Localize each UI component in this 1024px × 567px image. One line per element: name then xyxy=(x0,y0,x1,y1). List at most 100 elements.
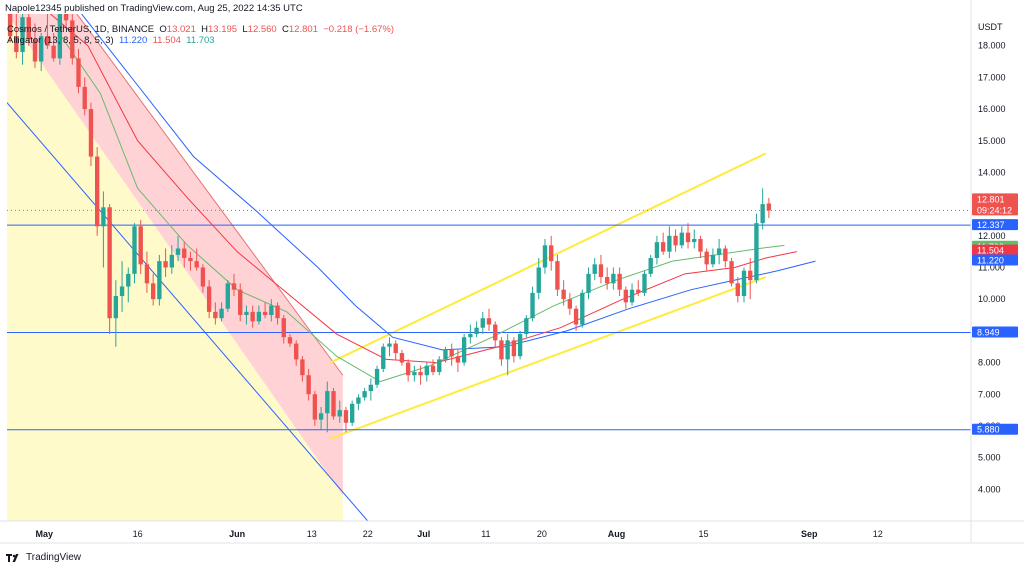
candle xyxy=(449,343,454,366)
candle-body xyxy=(238,289,243,316)
brand-name: TradingView xyxy=(26,552,82,563)
candle-body xyxy=(437,359,442,373)
candle-body xyxy=(629,289,635,303)
price-badge-bg xyxy=(972,254,1018,266)
candle xyxy=(673,229,678,252)
candle xyxy=(748,257,753,300)
time-axis-tick-label: Sep xyxy=(801,529,818,539)
candle xyxy=(45,14,50,49)
candle-body xyxy=(667,235,672,252)
candle xyxy=(113,280,119,347)
candle-body xyxy=(405,362,411,376)
candle-body xyxy=(368,384,374,392)
candle-body xyxy=(430,365,436,373)
candle-body xyxy=(88,109,94,157)
ohlc-close-value: 12.801 xyxy=(288,24,318,35)
candle xyxy=(225,280,230,312)
descending-channel-lower-line xyxy=(7,102,369,521)
candle xyxy=(163,248,168,278)
candle-body xyxy=(337,410,342,417)
candle xyxy=(598,254,604,284)
candle-body xyxy=(325,391,330,414)
candle xyxy=(368,378,374,401)
candle xyxy=(636,280,641,297)
candle-body xyxy=(424,365,429,376)
price-badge-text: 11.504 xyxy=(977,246,1004,256)
candle xyxy=(157,254,162,306)
candle xyxy=(754,213,759,284)
price-axis-tick-label: 10.000 xyxy=(978,294,1006,304)
candle-body xyxy=(555,261,560,290)
candle-body xyxy=(244,311,249,316)
candle-body xyxy=(70,20,75,59)
candle xyxy=(294,340,299,366)
candle xyxy=(337,400,342,423)
level-badge-bg xyxy=(972,423,1018,435)
candle xyxy=(144,251,150,293)
candle xyxy=(586,267,591,300)
candle xyxy=(213,302,218,325)
time-axis-tick-label: Jul xyxy=(417,529,430,539)
candle-body xyxy=(517,334,523,357)
candle xyxy=(287,334,293,347)
price-badge: 11.220 xyxy=(972,254,1018,266)
candle xyxy=(256,305,262,325)
candle xyxy=(617,267,622,297)
candle xyxy=(362,387,367,401)
candle xyxy=(437,356,442,376)
candle-body xyxy=(685,232,691,243)
candle-body xyxy=(269,305,274,316)
candle xyxy=(549,235,554,271)
footer-brand[interactable]: TradingView xyxy=(6,552,81,563)
alligator-label[interactable]: Alligator (13, 8, 5, 8, 5, 3) xyxy=(7,35,114,46)
candle xyxy=(194,248,199,271)
candle xyxy=(592,257,597,281)
price-axis-tick-label: 17.000 xyxy=(978,72,1006,82)
candle xyxy=(82,77,87,116)
candle xyxy=(604,267,610,290)
candle xyxy=(126,267,131,303)
candle-body xyxy=(673,235,678,246)
candle-body xyxy=(692,238,697,243)
candle xyxy=(424,362,429,382)
candle xyxy=(418,365,423,385)
candle xyxy=(530,286,535,322)
candle-body xyxy=(592,264,597,274)
candle-body xyxy=(275,305,280,319)
candle xyxy=(698,235,703,258)
price-axis-tick-label: 5.000 xyxy=(978,453,1001,463)
candle-body xyxy=(393,343,398,354)
candle xyxy=(461,334,467,366)
candle xyxy=(356,394,361,411)
candle xyxy=(281,315,286,344)
candle-body xyxy=(412,372,417,376)
candle xyxy=(175,235,181,262)
candle-body xyxy=(262,311,268,316)
candle xyxy=(455,349,461,373)
candle xyxy=(729,257,734,287)
symbol-name[interactable]: Cosmos / TetherUS, 1D, BINANCE xyxy=(7,24,155,35)
time-axis-tick-label: 11 xyxy=(481,529,490,539)
candle-body xyxy=(542,245,548,268)
price-badge-countdown: 09:24:12 xyxy=(977,205,1012,215)
candle-body xyxy=(26,17,31,40)
ohlc-high-value: 13.195 xyxy=(208,24,238,35)
candle xyxy=(238,283,243,322)
candle-body xyxy=(748,270,753,281)
candle xyxy=(132,223,137,284)
candle xyxy=(325,381,330,433)
ohlc-open-label: O xyxy=(159,24,167,35)
candle xyxy=(766,197,772,219)
candle-body xyxy=(194,261,199,268)
price-change: −0.218 (−1.67%) xyxy=(323,24,394,35)
candle-body xyxy=(704,251,709,265)
candle xyxy=(660,232,666,255)
candle-body xyxy=(654,242,660,258)
candle-body xyxy=(499,340,504,360)
candle-body xyxy=(443,349,448,360)
candle xyxy=(107,204,112,335)
candle xyxy=(349,400,355,426)
candle-body xyxy=(461,337,467,363)
